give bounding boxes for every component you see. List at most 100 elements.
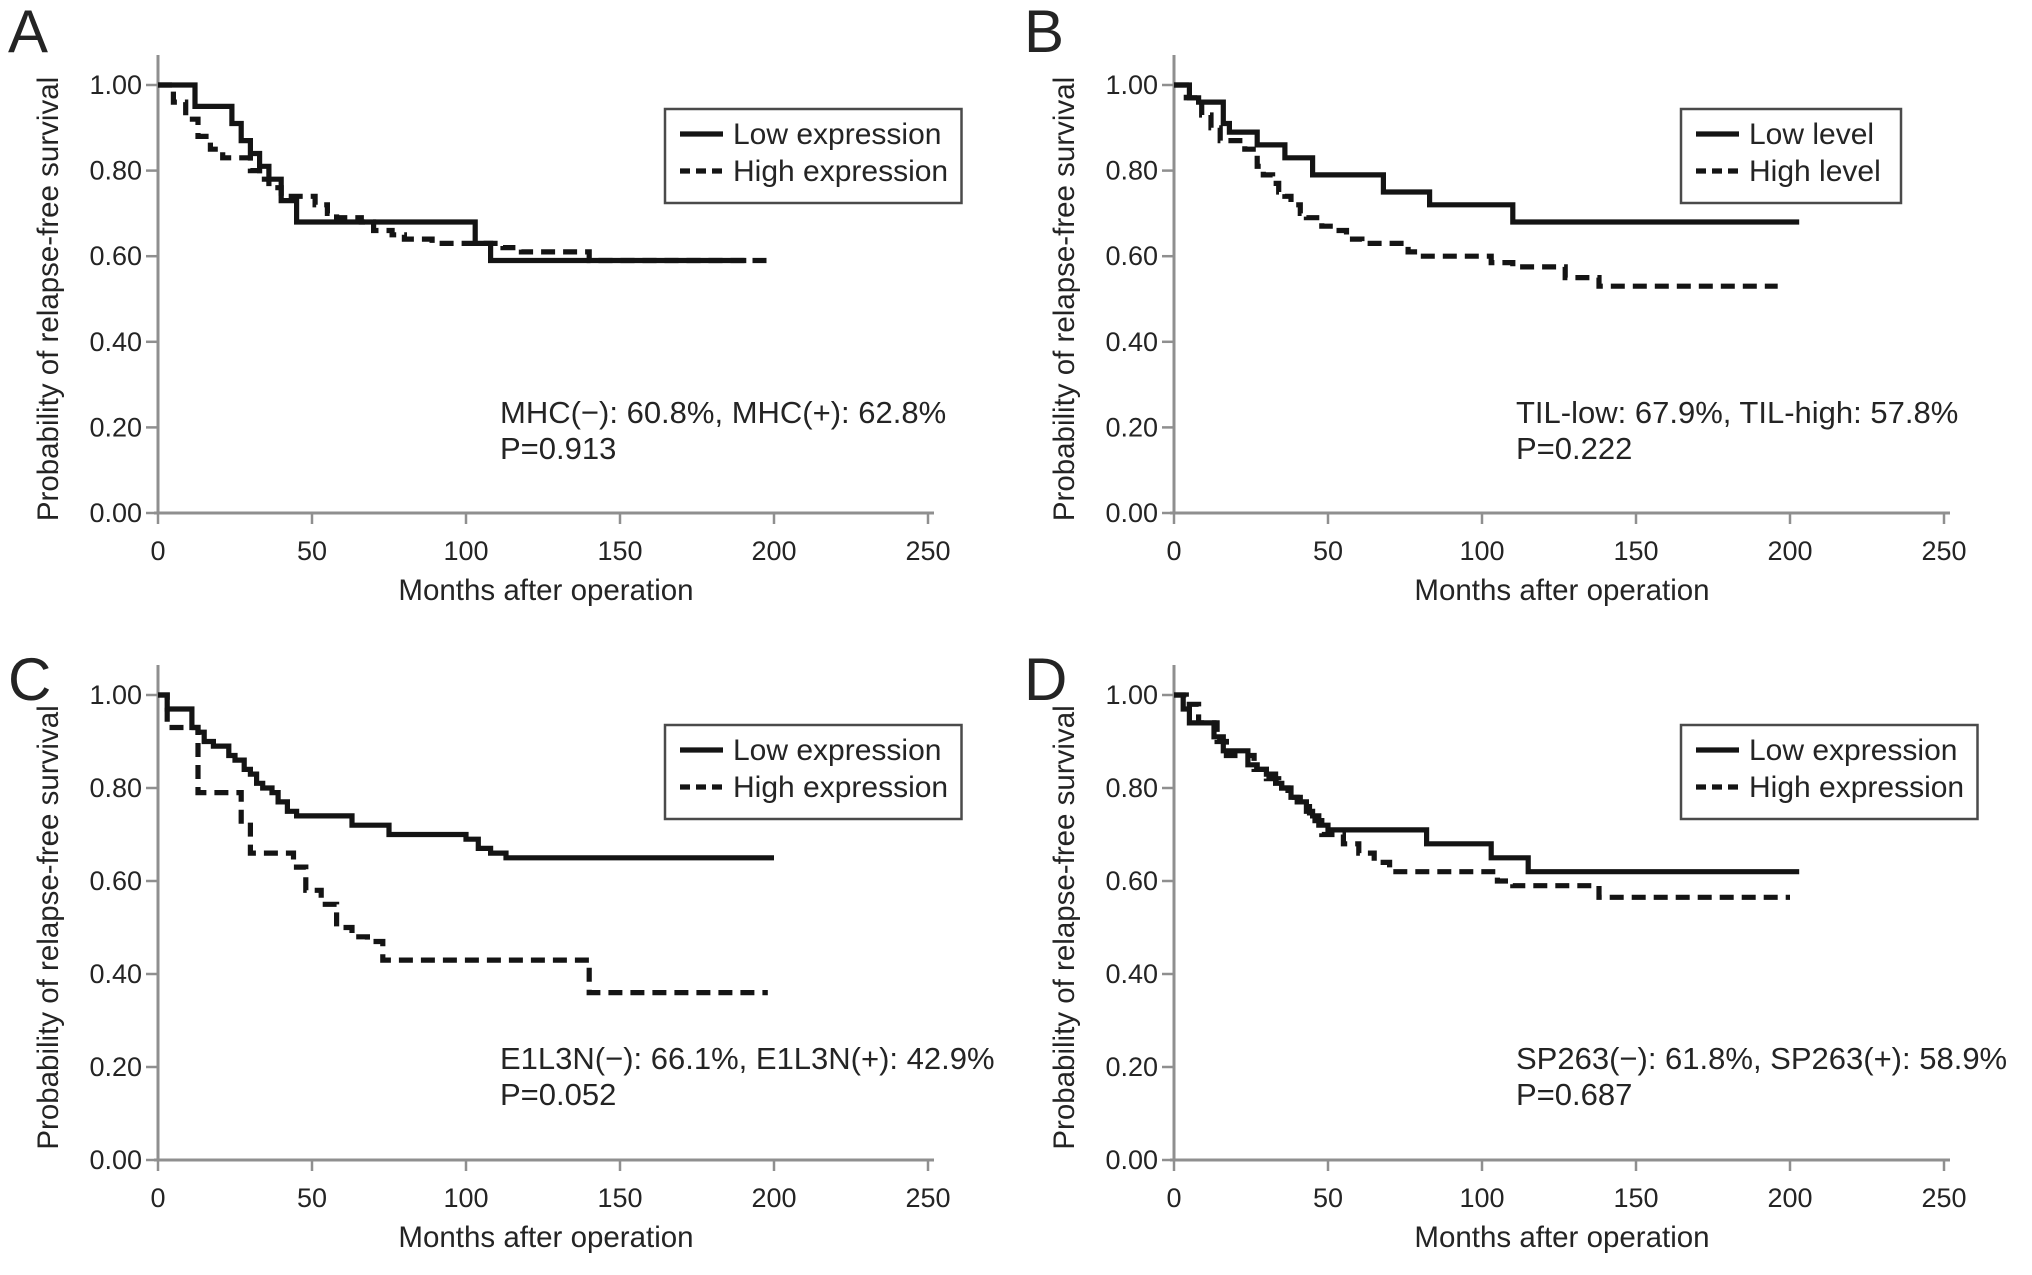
- p-value-annotation: P=0.687: [1516, 1077, 1632, 1112]
- legend-frame: [1679, 107, 1903, 205]
- survival-plot-a: A Probability of relapse-free survival 1.0…: [8, 0, 963, 607]
- survival-rates-annotation: MHC(−): 60.8%, MHC(+): 62.8%: [500, 395, 946, 430]
- y-tick-label: 0.00: [1105, 498, 1158, 528]
- x-tick-label: 200: [1767, 536, 1812, 566]
- x-tick-label: 150: [1613, 536, 1658, 566]
- p-value-annotation: P=0.913: [500, 431, 616, 466]
- x-tick-label: 0: [1166, 1183, 1181, 1213]
- legend-label: High expression: [1749, 771, 1964, 804]
- y-tick-label: 0.20: [89, 412, 142, 442]
- legend-box: Low expression High expression: [1679, 723, 1979, 821]
- x-tick-label: 100: [443, 536, 488, 566]
- survival-rates-annotation: TIL-low: 67.9%, TIL-high: 57.8%: [1516, 395, 1958, 430]
- x-tick-label: 0: [1166, 536, 1181, 566]
- y-tick-label: 0.00: [89, 1145, 142, 1175]
- x-tick-label: 150: [597, 1183, 642, 1213]
- panel-letter: A: [8, 0, 48, 65]
- x-tick-label: 100: [443, 1183, 488, 1213]
- x-tick-label: 250: [905, 536, 950, 566]
- survival-rates-annotation: SP263(−): 61.8%, SP263(+): 58.9%: [1516, 1041, 2007, 1076]
- panel-letter: D: [1024, 646, 1067, 713]
- panel-c: C Probability of relapse-free survival 1.0…: [0, 637, 1016, 1275]
- y-tick-label: 0.40: [1105, 327, 1158, 357]
- survival-curve-low-expression: [158, 82, 747, 264]
- survival-curve-low-expression: [158, 692, 774, 861]
- y-tick-label: 1.00: [1105, 680, 1158, 710]
- y-tick-label: 1.00: [89, 70, 142, 100]
- y-tick-label: 0.00: [1105, 1145, 1158, 1175]
- survival-plot-b: B Probability of relapse-free survival 1.0…: [1024, 0, 1967, 607]
- y-tick-label: 1.00: [89, 680, 142, 710]
- x-tick-label: 150: [597, 536, 642, 566]
- y-tick-label: 0.60: [89, 866, 142, 896]
- x-tick-label: 50: [1313, 536, 1343, 566]
- x-tick-label: 100: [1459, 1183, 1504, 1213]
- y-tick-label: 0.80: [1105, 773, 1158, 803]
- x-tick-label: 250: [1921, 1183, 1966, 1213]
- y-tick-label: 0.40: [89, 959, 142, 989]
- y-axis-title: Probability of relapse-free survival: [32, 77, 65, 521]
- survival-curve-low-level: [1174, 82, 1800, 225]
- panel-d: D Probability of relapse-free survival 1.0…: [1016, 637, 2032, 1275]
- legend-frame: [663, 723, 963, 821]
- x-tick-label: 0: [150, 1183, 165, 1213]
- survival-rates-annotation: E1L3N(−): 66.1%, E1L3N(+): 42.9%: [500, 1041, 995, 1076]
- legend-label: High expression: [733, 155, 948, 188]
- panel-b: B Probability of relapse-free survival 1.0…: [1016, 0, 2032, 637]
- survival-curve-high-expression: [158, 82, 771, 264]
- x-axis-title: Months after operation: [398, 574, 693, 607]
- y-axis-title: Probability of relapse-free survival: [32, 705, 65, 1149]
- legend-label: Low expression: [733, 734, 941, 767]
- x-tick-label: 250: [1921, 536, 1966, 566]
- y-axis-title: Probability of relapse-free survival: [1048, 77, 1081, 521]
- legend-label: High level: [1749, 155, 1881, 188]
- x-tick-label: 200: [751, 536, 796, 566]
- legend-frame: [663, 107, 963, 205]
- x-tick-label: 200: [1767, 1183, 1812, 1213]
- legend-label: Low expression: [733, 118, 941, 151]
- y-tick-label: 0.20: [89, 1052, 142, 1082]
- y-tick-label: 0.80: [89, 773, 142, 803]
- x-tick-label: 50: [297, 1183, 327, 1213]
- legend-label: Low level: [1749, 118, 1874, 151]
- x-tick-label: 150: [1613, 1183, 1658, 1213]
- survival-curve-high-level: [1174, 82, 1778, 289]
- y-tick-label: 0.40: [1105, 959, 1158, 989]
- x-tick-label: 50: [297, 536, 327, 566]
- p-value-annotation: P=0.052: [500, 1077, 616, 1112]
- legend-box: Low expression High expression: [663, 107, 963, 205]
- x-axis-title: Months after operation: [398, 1221, 693, 1254]
- y-axis-title: Probability of relapse-free survival: [1048, 705, 1081, 1149]
- y-tick-label: 0.60: [89, 241, 142, 271]
- y-tick-label: 0.00: [89, 498, 142, 528]
- legend-label: Low expression: [1749, 734, 1957, 767]
- p-value-annotation: P=0.222: [1516, 431, 1632, 466]
- panel-a: A Probability of relapse-free survival 1.0…: [0, 0, 1016, 637]
- survival-curve-high-expression: [158, 692, 768, 996]
- x-axis-title: Months after operation: [1414, 1221, 1709, 1254]
- panel-letter: B: [1024, 0, 1064, 65]
- legend-frame: [1679, 723, 1979, 821]
- y-tick-label: 0.40: [89, 327, 142, 357]
- x-tick-label: 100: [1459, 536, 1504, 566]
- x-tick-label: 250: [905, 1183, 950, 1213]
- x-tick-label: 0: [150, 536, 165, 566]
- legend-box: Low expression High expression: [663, 723, 963, 821]
- y-tick-label: 0.20: [1105, 412, 1158, 442]
- y-tick-label: 0.20: [1105, 1052, 1158, 1082]
- y-tick-label: 1.00: [1105, 70, 1158, 100]
- x-axis-title: Months after operation: [1414, 574, 1709, 607]
- x-tick-label: 50: [1313, 1183, 1343, 1213]
- y-tick-label: 0.80: [1105, 156, 1158, 186]
- panel-letter: C: [8, 646, 51, 713]
- x-tick-label: 200: [751, 1183, 796, 1213]
- survival-curve-low-expression: [1174, 692, 1800, 875]
- y-tick-label: 0.60: [1105, 241, 1158, 271]
- y-tick-label: 0.60: [1105, 866, 1158, 896]
- y-tick-label: 0.80: [89, 156, 142, 186]
- legend-box: Low level High level: [1679, 107, 1903, 205]
- legend-label: High expression: [733, 771, 948, 804]
